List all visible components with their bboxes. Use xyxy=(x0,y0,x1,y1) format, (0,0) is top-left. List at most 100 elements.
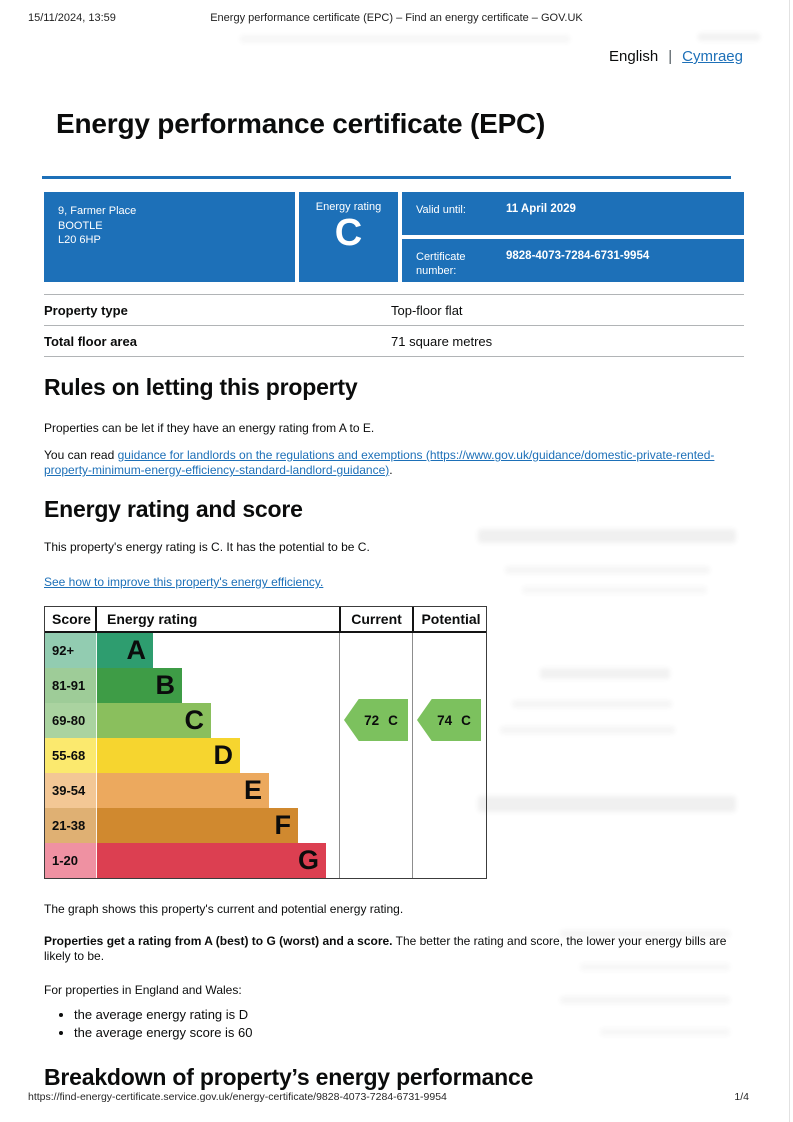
current-column-cell: 72 C xyxy=(339,699,412,741)
current-rating-arrow: 72 C xyxy=(344,699,408,741)
current-column-cell xyxy=(339,668,412,703)
current-column-cell xyxy=(339,738,412,773)
potential-column-cell xyxy=(412,633,488,668)
print-footer: https://find-energy-certificate.service.… xyxy=(28,1091,749,1103)
language-link-cymraeg[interactable]: Cymraeg xyxy=(682,48,743,65)
certificate-number-value: 9828-4073-7284-6731-9954 xyxy=(506,250,650,262)
property-type-label: Property type xyxy=(44,302,128,318)
guidance-link-prefix: You can read xyxy=(44,448,118,462)
band-score-range: 39-54 xyxy=(45,773,97,808)
language-current: English xyxy=(609,48,659,65)
band-bar-a: A xyxy=(97,633,153,668)
print-bleed-artifact xyxy=(698,33,760,41)
chart-header-potential: Potential xyxy=(412,607,488,631)
rating-summary-paragraph: This property's energy rating is C. It h… xyxy=(44,540,370,554)
epc-chart-header: Score Energy rating Current Potential xyxy=(45,607,486,633)
epc-chart-body: 92+ A 81-91 B 69-80 C 72 C 74 C 55-68 D 39-54 E 21-38 F… xyxy=(45,633,486,878)
potential-column-cell xyxy=(412,843,488,878)
potential-column-cell: 74 C xyxy=(412,699,488,741)
section-divider-rule xyxy=(42,176,731,179)
epc-band-row-g: 1-20 G xyxy=(45,843,486,878)
energy-rating-label: Energy rating xyxy=(315,201,382,213)
address-line-1: 9, Farmer Place xyxy=(58,205,137,217)
print-page-indicator: 1/4 xyxy=(734,1091,749,1103)
regions-line: For properties in England and Wales: xyxy=(44,983,242,997)
band-bar-c: C xyxy=(97,703,211,738)
rating-section-heading: Energy rating and score xyxy=(44,496,303,522)
certificate-number-field: Certificate number: 9828-4073-7284-6731-… xyxy=(402,239,744,282)
energy-rating-box: Energy rating C xyxy=(299,192,398,282)
band-bar-cell: D xyxy=(97,738,339,773)
breakdown-section-heading: Breakdown of property’s energy performan… xyxy=(44,1064,534,1090)
current-column-cell xyxy=(339,843,412,878)
main-content: Energy performance certificate (EPC) 9, … xyxy=(42,96,744,1091)
valid-until-field: Valid until: 11 April 2029 xyxy=(402,192,744,235)
epc-band-row-e: 39-54 E xyxy=(45,773,486,808)
valid-until-value: 11 April 2029 xyxy=(506,203,576,215)
epc-band-row-c: 69-80 C 72 C 74 C xyxy=(45,699,488,741)
current-column-cell xyxy=(339,808,412,843)
epc-band-row-d: 55-68 D xyxy=(45,738,486,773)
band-bar-cell: B xyxy=(97,668,339,703)
page-title: Energy performance certificate (EPC) xyxy=(56,108,546,139)
band-bar-cell: C xyxy=(97,703,339,738)
property-address: 9, Farmer Place BOOTLE L20 6HP xyxy=(44,192,295,282)
potential-rating-arrow-band: C xyxy=(461,712,471,728)
band-bar-e: E xyxy=(97,773,269,808)
rating-explanation-bold: Properties get a rating from A (best) to… xyxy=(44,934,393,948)
potential-column-cell xyxy=(412,773,488,808)
certificate-banner: 9, Farmer Place BOOTLE L20 6HP Energy ra… xyxy=(44,192,744,282)
language-switcher: English | Cymraeg xyxy=(609,48,743,65)
certificate-number-label: Certificate number: xyxy=(416,251,466,277)
potential-column-cell xyxy=(412,808,488,843)
current-column-cell xyxy=(339,773,412,808)
potential-column-cell xyxy=(412,738,488,773)
rating-explanation-rest: The better the rating and score, the low… xyxy=(44,934,727,963)
averages-list: the average energy rating is Dthe averag… xyxy=(74,1006,744,1042)
band-score-range: 1-20 xyxy=(45,843,97,878)
band-bar-g: G xyxy=(97,843,326,878)
guidance-paragraph: You can read guidance for landlords on t… xyxy=(44,448,744,478)
band-bar-cell: A xyxy=(97,633,339,668)
chart-caption: The graph shows this property's current … xyxy=(44,902,404,916)
floor-area-value: 71 square metres xyxy=(391,333,493,349)
rules-section-heading: Rules on letting this property xyxy=(44,374,358,400)
chart-header-rating: Energy rating xyxy=(107,611,198,627)
address-line-3: L20 6HP xyxy=(58,234,101,246)
property-type-value: Top-floor flat xyxy=(391,302,463,318)
property-summary-table: Property type Top-floor flat Total floor… xyxy=(44,294,744,357)
landlord-guidance-link[interactable]: guidance for landlords on the regulation… xyxy=(44,448,715,477)
epc-band-row-b: 81-91 B xyxy=(45,668,486,703)
band-score-range: 81-91 xyxy=(45,668,97,703)
rating-explanation: Properties get a rating from A (best) to… xyxy=(44,934,744,964)
language-separator: | xyxy=(668,48,673,65)
band-bar-d: D xyxy=(97,738,240,773)
current-rating-arrow-score: 72 xyxy=(364,712,380,728)
average-bullet-item: the average energy rating is D xyxy=(74,1006,744,1024)
energy-rating-letter: C xyxy=(334,212,363,254)
valid-until-label: Valid until: xyxy=(416,204,466,216)
chart-header-current: Current xyxy=(339,607,412,631)
print-header: 15/11/2024, 13:59 Energy performance cer… xyxy=(0,12,793,28)
table-row: Property type Top-floor flat xyxy=(44,295,744,326)
print-datetime: 15/11/2024, 13:59 xyxy=(28,12,116,24)
band-score-range: 21-38 xyxy=(45,808,97,843)
scan-edge-line xyxy=(789,0,790,1122)
epc-band-row-f: 21-38 F xyxy=(45,808,486,843)
band-score-range: 55-68 xyxy=(45,738,97,773)
potential-rating-arrow: 74 C xyxy=(417,699,481,741)
floor-area-label: Total floor area xyxy=(44,333,137,349)
print-footer-url: https://find-energy-certificate.service.… xyxy=(28,1091,447,1103)
chart-header-score: Score xyxy=(45,607,97,631)
address-line-2: BOOTLE xyxy=(58,219,103,232)
band-bar-cell: G xyxy=(97,843,339,878)
epc-band-row-a: 92+ A xyxy=(45,633,486,668)
current-column-cell xyxy=(339,633,412,668)
average-bullet-item: the average energy score is 60 xyxy=(74,1024,744,1042)
certificate-details: Valid until: 11 April 2029 Certificate n… xyxy=(402,192,744,282)
potential-column-cell xyxy=(412,668,488,703)
improve-efficiency-link[interactable]: See how to improve this property's energ… xyxy=(44,575,324,589)
guidance-link-suffix: . xyxy=(389,463,393,477)
band-score-range: 92+ xyxy=(45,633,97,668)
